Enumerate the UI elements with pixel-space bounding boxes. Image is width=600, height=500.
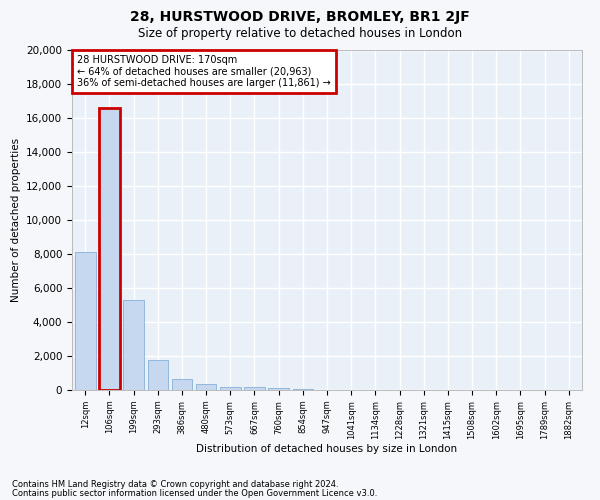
Bar bbox=[244, 388, 265, 390]
Text: 28, HURSTWOOD DRIVE, BROMLEY, BR1 2JF: 28, HURSTWOOD DRIVE, BROMLEY, BR1 2JF bbox=[130, 10, 470, 24]
X-axis label: Distribution of detached houses by size in London: Distribution of detached houses by size … bbox=[196, 444, 458, 454]
Text: Contains public sector information licensed under the Open Government Licence v3: Contains public sector information licen… bbox=[12, 489, 377, 498]
Bar bbox=[293, 389, 313, 390]
Y-axis label: Number of detached properties: Number of detached properties bbox=[11, 138, 20, 302]
Text: 28 HURSTWOOD DRIVE: 170sqm
← 64% of detached houses are smaller (20,963)
36% of : 28 HURSTWOOD DRIVE: 170sqm ← 64% of deta… bbox=[77, 55, 331, 88]
Bar bbox=[99, 108, 120, 390]
Bar bbox=[220, 386, 241, 390]
Bar bbox=[172, 379, 192, 390]
Text: Size of property relative to detached houses in London: Size of property relative to detached ho… bbox=[138, 28, 462, 40]
Bar bbox=[148, 360, 168, 390]
Text: Contains HM Land Registry data © Crown copyright and database right 2024.: Contains HM Land Registry data © Crown c… bbox=[12, 480, 338, 489]
Bar bbox=[75, 252, 95, 390]
Bar bbox=[124, 300, 144, 390]
Bar bbox=[268, 388, 289, 390]
Bar bbox=[196, 384, 217, 390]
